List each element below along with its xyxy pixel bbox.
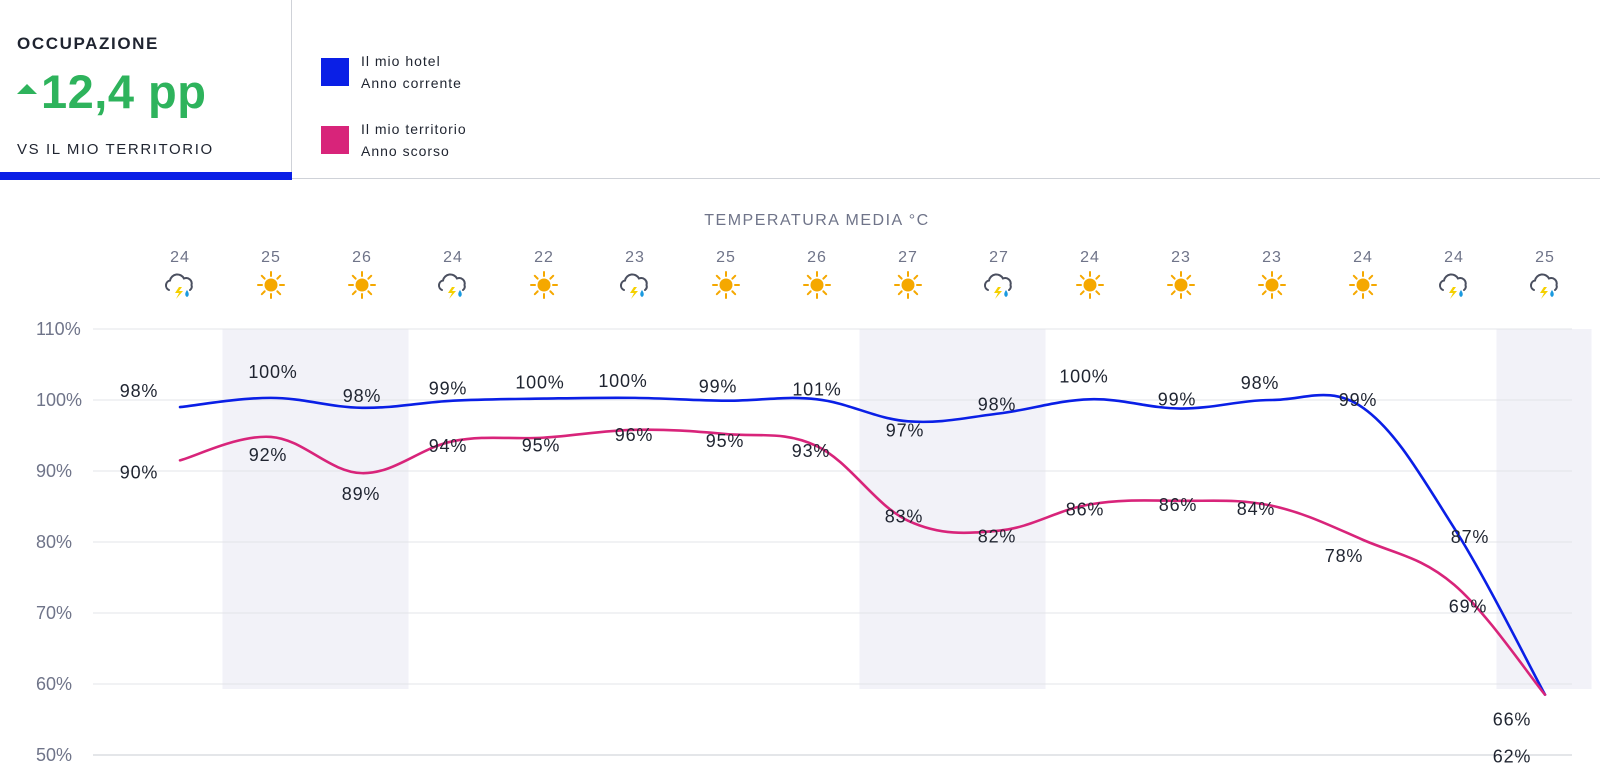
hotel-data-label: 101%	[792, 379, 841, 399]
y-tick-label: 110%	[36, 319, 81, 339]
territory-data-label: 69%	[1449, 597, 1487, 617]
sun-icon	[348, 271, 376, 299]
temperature-label: 27	[989, 249, 1009, 266]
sun-icon	[1167, 271, 1195, 299]
storm-icon	[437, 273, 466, 299]
territory-data-label: 92%	[249, 445, 287, 465]
hotel-data-label: 99%	[699, 377, 737, 397]
territory-data-label: 89%	[342, 484, 380, 504]
hotel-data-label: 99%	[429, 379, 467, 399]
temperature-label: 26	[807, 249, 827, 266]
y-tick-label: 70%	[36, 603, 72, 623]
territory-data-label: 95%	[522, 436, 560, 456]
temperature-label: 25	[716, 249, 736, 266]
hotel-data-label: 98%	[120, 381, 158, 401]
temperature-label: 25	[1535, 249, 1555, 266]
y-tick-label: 90%	[36, 461, 72, 481]
kpi-value-row: 12,4 pp	[17, 64, 206, 119]
weekend-band	[1496, 329, 1592, 689]
temperature-label: 24	[1353, 249, 1373, 266]
legend-swatch-hotel	[321, 58, 349, 86]
sun-icon	[530, 271, 558, 299]
hotel-series-line	[178, 393, 1547, 696]
temperature-label: 24	[443, 249, 463, 266]
territory-series-line	[178, 428, 1547, 696]
sun-icon	[1349, 271, 1377, 299]
temperature-label: 24	[1080, 249, 1100, 266]
header-divider	[292, 178, 1600, 179]
temperature-label: 23	[1171, 249, 1191, 266]
y-tick-label: 100%	[36, 390, 82, 410]
temperature-label: 24	[1444, 249, 1464, 266]
sun-icon	[257, 271, 285, 299]
legend-swatch-territory	[321, 126, 349, 154]
territory-data-label: 62%	[1493, 747, 1531, 767]
y-tick-label: 80%	[36, 532, 72, 552]
legend-period-territory: Anno scorso	[361, 143, 450, 159]
sun-icon	[712, 271, 740, 299]
hotel-data-label: 99%	[1339, 390, 1377, 410]
territory-data-label: 86%	[1159, 495, 1197, 515]
territory-data-label: 94%	[429, 436, 467, 456]
storm-icon	[983, 273, 1012, 299]
sun-icon	[1258, 271, 1286, 299]
kpi-comparison: VS IL MIO TERRITORIO	[17, 141, 214, 158]
hotel-data-label: 100%	[515, 373, 564, 393]
temperature-label: 22	[534, 249, 554, 266]
temperature-label: 23	[625, 249, 645, 266]
weekend-band	[222, 329, 409, 689]
territory-data-label: 90%	[120, 462, 158, 482]
kpi-title: OCCUPAZIONE	[17, 34, 159, 53]
legend-label-hotel: Il mio hotel	[361, 53, 441, 69]
hotel-data-label: 98%	[1241, 373, 1279, 393]
territory-data-label: 93%	[792, 441, 830, 461]
temperature-label: 26	[352, 249, 372, 266]
legend-item-hotel[interactable]: Il mio hotel Anno corrente	[321, 50, 462, 94]
hotel-data-label: 98%	[343, 386, 381, 406]
hotel-data-label: 87%	[1451, 527, 1489, 547]
legend-label-territory: Il mio territorio	[361, 121, 467, 137]
sun-icon	[803, 271, 831, 299]
hotel-data-label: 99%	[1158, 390, 1196, 410]
territory-data-label: 83%	[885, 507, 923, 527]
temperature-label: 25	[261, 249, 281, 266]
hotel-data-label: 100%	[248, 362, 297, 382]
territory-data-label: 84%	[1237, 499, 1275, 519]
hotel-data-label: 100%	[598, 371, 647, 391]
storm-icon	[164, 273, 193, 299]
hotel-data-label: 100%	[1059, 366, 1108, 386]
territory-data-label: 95%	[706, 431, 744, 451]
storm-icon	[619, 273, 648, 299]
storm-icon	[1529, 273, 1558, 299]
legend-period-hotel: Anno corrente	[361, 75, 462, 91]
weather-title: TEMPERATURA MEDIA °C	[704, 212, 929, 229]
y-tick-label: 50%	[36, 745, 72, 765]
kpi-card: OCCUPAZIONE 12,4 pp VS IL MIO TERRITORIO	[0, 0, 292, 180]
hotel-data-label: 98%	[978, 394, 1016, 414]
territory-data-label: 86%	[1066, 499, 1104, 519]
y-tick-label: 60%	[36, 674, 72, 694]
temperature-label: 24	[170, 249, 190, 266]
temperature-label: 23	[1262, 249, 1282, 266]
territory-data-label: 82%	[978, 527, 1016, 547]
storm-icon	[1438, 273, 1467, 299]
trend-up-icon	[17, 83, 37, 94]
hotel-data-label: 66%	[1493, 710, 1531, 730]
kpi-value: 12,4 pp	[41, 65, 207, 118]
kpi-selected-indicator	[0, 172, 292, 180]
legend-text-hotel: Il mio hotel Anno corrente	[361, 50, 462, 94]
sun-icon	[894, 271, 922, 299]
hotel-data-label: 97%	[886, 420, 924, 440]
sun-icon	[1076, 271, 1104, 299]
temperature-label: 27	[898, 249, 918, 266]
legend-text-territory: Il mio territorio Anno scorso	[361, 118, 467, 162]
territory-data-label: 78%	[1325, 546, 1363, 566]
territory-data-label: 96%	[615, 425, 653, 445]
legend-item-territory[interactable]: Il mio territorio Anno scorso	[321, 118, 467, 162]
